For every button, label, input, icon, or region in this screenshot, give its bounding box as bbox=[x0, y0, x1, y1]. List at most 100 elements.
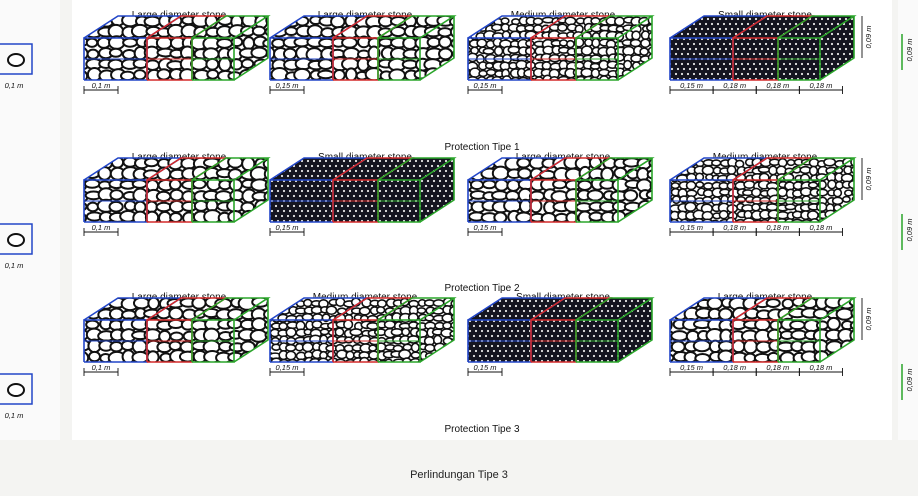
small-stone bbox=[832, 37, 836, 41]
small-stone bbox=[276, 169, 280, 173]
small-stone bbox=[342, 189, 346, 193]
stone-fill bbox=[84, 16, 268, 80]
height-dimension-label: 0,09 m bbox=[864, 308, 873, 331]
stone bbox=[169, 211, 183, 222]
stone bbox=[143, 16, 162, 28]
small-stone bbox=[340, 184, 344, 188]
small-stone bbox=[412, 164, 416, 168]
small-stone bbox=[802, 47, 806, 51]
small-stone bbox=[502, 304, 506, 308]
stone bbox=[341, 36, 358, 49]
small-stone bbox=[594, 309, 598, 313]
small-stone bbox=[820, 57, 824, 61]
small-stone bbox=[436, 184, 440, 188]
stone bbox=[278, 321, 288, 331]
stone bbox=[401, 327, 411, 337]
small-stone bbox=[698, 52, 702, 56]
small-stone bbox=[298, 194, 302, 198]
small-stone bbox=[692, 52, 696, 56]
small-stone bbox=[474, 349, 478, 353]
small-stone bbox=[764, 52, 768, 56]
small-stone bbox=[610, 324, 614, 328]
figure-caption: Perlindungan Tipe 3 bbox=[410, 469, 508, 481]
small-stone bbox=[484, 314, 488, 318]
stone bbox=[131, 350, 150, 362]
top-face bbox=[377, 15, 457, 39]
small-stone bbox=[394, 164, 398, 168]
small-stone bbox=[496, 324, 500, 328]
small-stone bbox=[270, 174, 272, 178]
small-stone bbox=[818, 32, 822, 36]
small-stone bbox=[582, 309, 586, 313]
stone bbox=[270, 66, 289, 80]
small-stone bbox=[812, 52, 816, 56]
small-stone bbox=[486, 349, 490, 353]
stone bbox=[832, 188, 843, 198]
stone bbox=[851, 195, 854, 204]
small-stone bbox=[586, 334, 590, 338]
small-stone bbox=[796, 17, 800, 21]
stone bbox=[646, 69, 652, 77]
small-stone bbox=[630, 299, 634, 303]
small-stone bbox=[340, 214, 344, 218]
small-stone bbox=[298, 164, 302, 168]
small-stone bbox=[826, 37, 830, 41]
right-edge-fragment: 0,09 m bbox=[901, 364, 914, 400]
stone bbox=[108, 200, 124, 213]
dimension-label: 0,15 m bbox=[474, 223, 497, 232]
small-stone bbox=[562, 314, 566, 318]
small-stone bbox=[520, 304, 524, 308]
left-edge-fragment: 0,1 m bbox=[0, 373, 33, 420]
small-stone bbox=[378, 169, 382, 173]
stone bbox=[169, 188, 184, 202]
small-stone bbox=[270, 159, 274, 163]
small-stone bbox=[282, 189, 286, 193]
stone bbox=[437, 27, 453, 38]
stone bbox=[816, 202, 828, 213]
small-stone bbox=[328, 174, 332, 178]
stone bbox=[533, 76, 545, 80]
stone bbox=[647, 46, 652, 55]
small-stone bbox=[606, 309, 610, 313]
small-stone bbox=[316, 164, 320, 168]
small-stone bbox=[746, 52, 750, 56]
stone bbox=[580, 45, 593, 56]
stone bbox=[251, 209, 268, 222]
small-stone bbox=[712, 27, 716, 31]
height-dimension-label: 0,09 m bbox=[864, 168, 873, 191]
small-stone bbox=[674, 72, 678, 76]
small-stone bbox=[764, 62, 768, 66]
stone bbox=[452, 58, 454, 72]
small-stone bbox=[772, 27, 776, 31]
small-stone bbox=[676, 47, 680, 51]
small-stone bbox=[402, 159, 406, 163]
small-stone bbox=[802, 27, 806, 31]
small-stone bbox=[478, 304, 482, 308]
side-face bbox=[819, 16, 855, 81]
small-stone bbox=[794, 72, 798, 76]
small-stone bbox=[770, 72, 774, 76]
small-stone bbox=[734, 32, 738, 36]
small-stone bbox=[334, 174, 338, 178]
small-stone bbox=[436, 174, 440, 178]
stone bbox=[580, 67, 594, 78]
small-stone bbox=[640, 354, 644, 358]
stone bbox=[507, 45, 521, 55]
small-stone bbox=[366, 189, 370, 193]
small-stone bbox=[450, 189, 454, 193]
small-stone bbox=[622, 304, 626, 308]
top-face bbox=[377, 157, 457, 181]
small-stone bbox=[544, 344, 548, 348]
stone bbox=[685, 180, 697, 191]
small-stone bbox=[360, 189, 364, 193]
stone bbox=[120, 70, 136, 80]
small-stone bbox=[772, 47, 776, 51]
small-stone bbox=[304, 184, 308, 188]
small-stone bbox=[316, 204, 320, 208]
small-stone bbox=[468, 304, 470, 308]
small-stone bbox=[450, 179, 454, 183]
small-stone bbox=[556, 344, 560, 348]
small-stone bbox=[480, 329, 484, 333]
small-stone bbox=[832, 57, 836, 61]
